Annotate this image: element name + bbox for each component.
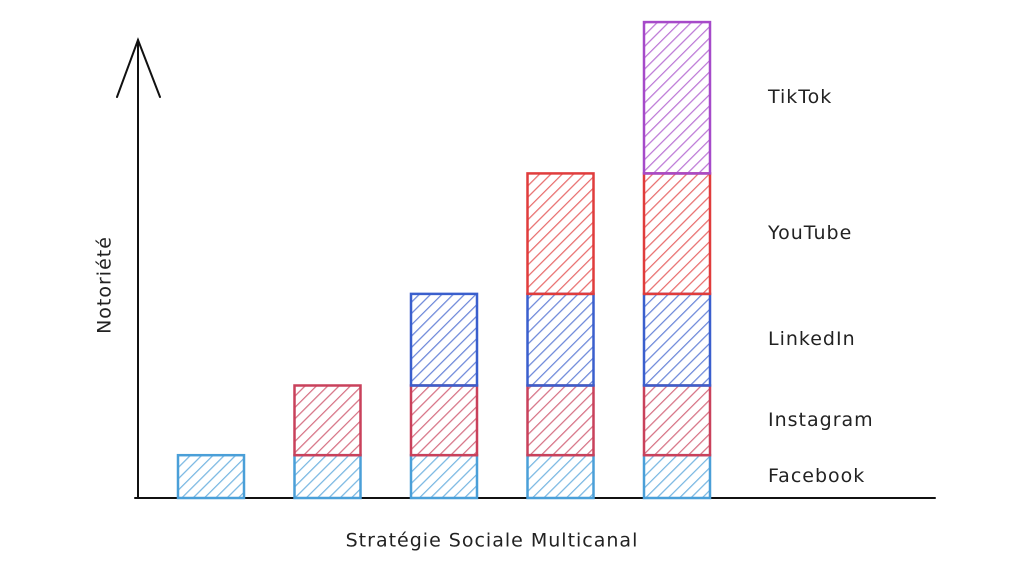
bar-segment	[642, 292, 712, 387]
bar-segment	[642, 453, 712, 500]
legend-label: Facebook	[768, 465, 865, 487]
bar-segment	[293, 384, 362, 457]
bar-segment	[642, 20, 712, 175]
legend-label: YouTube	[767, 222, 852, 244]
legend-label: LinkedIn	[768, 328, 856, 350]
legend-label: Instagram	[768, 409, 874, 431]
bar-segment	[526, 384, 595, 457]
y-axis-label: Notoriété	[94, 236, 116, 334]
bar-segment	[526, 172, 595, 296]
legend-label: TikTok	[767, 86, 832, 108]
bar-segment	[409, 292, 479, 387]
bar-segment	[293, 453, 362, 500]
bar-segment	[526, 453, 595, 500]
bar-segment	[642, 384, 712, 457]
y-axis-arrow	[116, 37, 161, 98]
bar-segment	[409, 384, 479, 457]
bar-segment	[409, 453, 479, 500]
bar-segment	[526, 292, 595, 387]
x-axis-label: Stratégie Sociale Multicanal	[346, 530, 639, 552]
bar-segment	[176, 453, 246, 500]
bar-segment	[642, 172, 712, 296]
